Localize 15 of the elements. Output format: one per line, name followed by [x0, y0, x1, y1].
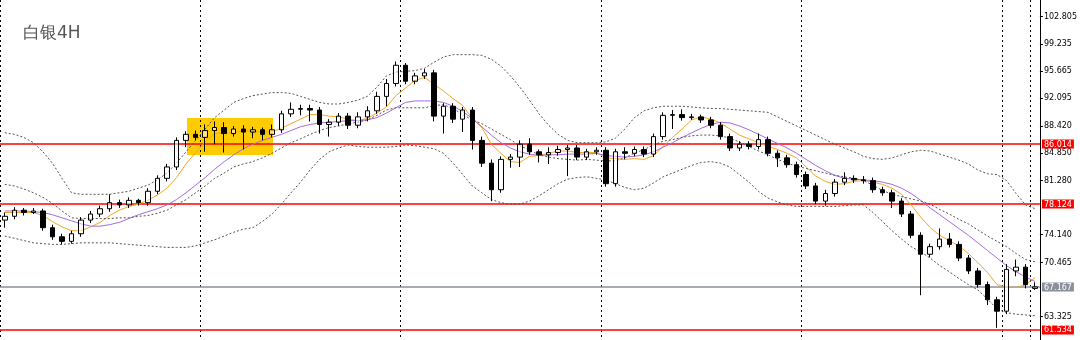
y-tick-label: 99.235: [1043, 39, 1072, 49]
ref-line-label: 86.014: [1043, 139, 1072, 149]
text: 白银4H: [23, 21, 81, 42]
y-tick-label: 63.325: [1043, 311, 1072, 321]
y-tick-label: 84.850: [1043, 148, 1072, 158]
y-tick-label: 88.420: [1043, 121, 1072, 131]
y-tick-label: 92.095: [1043, 93, 1072, 103]
ref-line-label: 67.167: [1043, 282, 1072, 292]
y-tick-label: 70.465: [1043, 257, 1072, 267]
y-tick-label: 102.805: [1043, 12, 1078, 22]
y-tick-label: 74.140: [1043, 229, 1072, 239]
ref-line-label: 61.534: [1043, 325, 1072, 335]
ref-line-label: 78.124: [1043, 199, 1072, 209]
y-tick-label: 95.665: [1043, 66, 1072, 76]
y-tick-label: 81.280: [1043, 175, 1072, 185]
